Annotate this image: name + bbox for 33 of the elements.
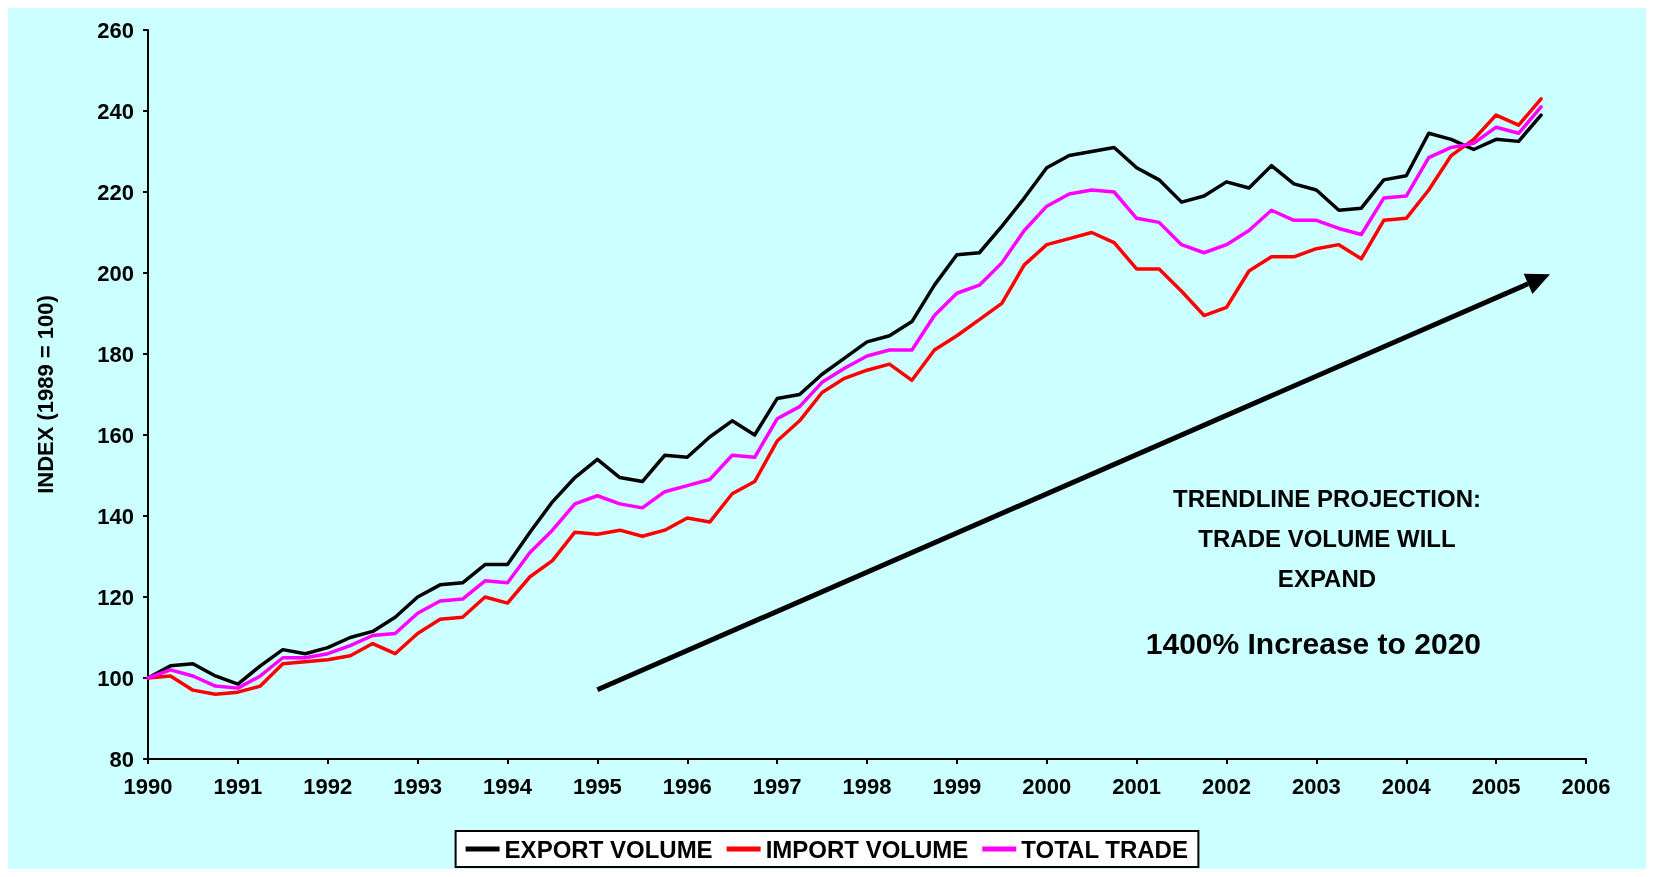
- x-tick-label: 1994: [483, 773, 533, 799]
- legend-label: TOTAL TRADE: [1021, 835, 1188, 863]
- y-tick-label: 260: [97, 17, 134, 43]
- y-tick-label: 100: [97, 665, 134, 691]
- x-tick-label: 1990: [123, 773, 173, 799]
- x-tick-label: 2003: [1291, 773, 1341, 799]
- y-tick-label: 180: [97, 341, 134, 367]
- legend-label: EXPORT VOLUME: [504, 835, 713, 863]
- x-tick-label: 1997: [752, 773, 802, 799]
- y-tick-label: 80: [109, 746, 134, 772]
- y-axis-title: INDEX (1989 = 100): [32, 295, 58, 494]
- x-tick-label: 1992: [303, 773, 353, 799]
- y-tick-label: 140: [97, 503, 134, 529]
- x-tick-label: 1993: [393, 773, 443, 799]
- x-tick-label: 2002: [1202, 773, 1251, 799]
- legend-label: IMPORT VOLUME: [765, 835, 969, 863]
- x-tick-label: 2005: [1471, 773, 1521, 799]
- x-tick-label: 2006: [1561, 773, 1611, 799]
- x-tick-label: 2000: [1022, 773, 1072, 799]
- x-tick-label: 1999: [932, 773, 982, 799]
- x-tick-label: 1996: [662, 773, 712, 799]
- x-tick-label: 2001: [1112, 773, 1162, 799]
- x-tick-label: 1995: [572, 773, 622, 799]
- y-tick-label: 220: [97, 179, 134, 205]
- x-tick-label: 1998: [842, 773, 892, 799]
- y-tick-label: 240: [97, 98, 134, 124]
- x-tick-label: 1991: [213, 773, 263, 799]
- y-tick-label: 200: [97, 260, 134, 286]
- x-tick-label: 2004: [1381, 773, 1432, 799]
- annotation: TRENDLINE PROJECTION: TRADE VOLUME WILL EXPAND: [1172, 484, 1481, 592]
- y-tick-label: 120: [97, 584, 134, 610]
- y-tick-label: 160: [97, 422, 134, 448]
- annotation: 1400% Increase to 2020: [1145, 626, 1481, 660]
